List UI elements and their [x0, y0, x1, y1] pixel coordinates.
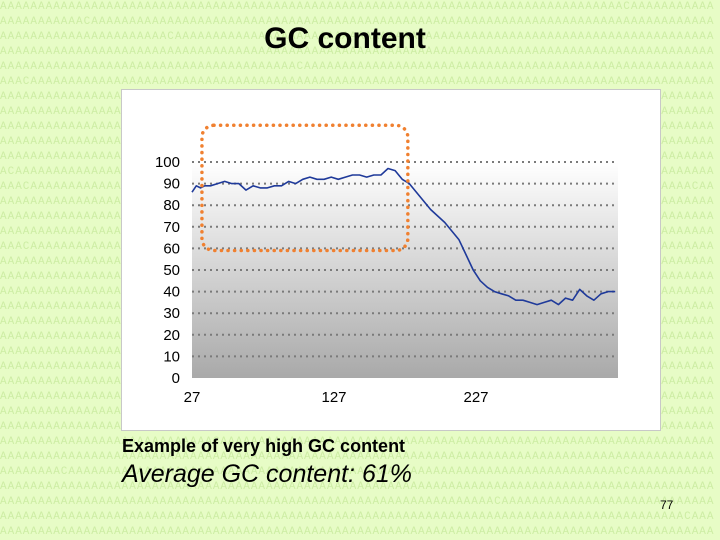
series-line-layer: [191, 167, 616, 306]
y-tick-label: 30: [163, 305, 180, 322]
highlight-dotted-box: [200, 123, 410, 253]
chart-caption: Example of very high GC content: [122, 436, 406, 456]
slide-title: GC content: [264, 22, 426, 55]
y-tick-label: 0: [172, 370, 180, 387]
y-tick-label: 100: [155, 154, 180, 171]
y-tick-label: 40: [163, 284, 180, 301]
y-tick-label: 20: [163, 327, 180, 344]
y-tick-label: 90: [163, 176, 180, 193]
y-tick-label: 50: [163, 262, 180, 279]
average-gc-text: Average GC content: 61%: [122, 460, 412, 488]
x-tick-label: 227: [463, 389, 488, 406]
y-tick-label: 70: [163, 219, 180, 236]
x-tick-label: 27: [184, 389, 201, 406]
plot-area: [192, 162, 618, 378]
grid-lines: [192, 161, 618, 358]
highlight-layer: [200, 123, 410, 253]
chart-area: 0 10 20 30 40 50 60 70 80 90 100 27 127 227: [121, 89, 661, 431]
x-tick-label: 127: [321, 389, 346, 406]
y-axis-ticks: 0 10 20 30 40 50 60 70 80 90 100: [155, 154, 180, 387]
gc-content-series-line: [191, 167, 616, 306]
x-axis-ticks: 27 127 227: [184, 389, 489, 406]
page-number: 77: [660, 498, 674, 512]
y-tick-label: 60: [163, 240, 180, 257]
y-tick-label: 80: [163, 197, 180, 214]
gc-content-chart: 0 10 20 30 40 50 60 70 80 90 100 27 127 227: [155, 123, 618, 406]
y-tick-label: 10: [163, 348, 180, 365]
